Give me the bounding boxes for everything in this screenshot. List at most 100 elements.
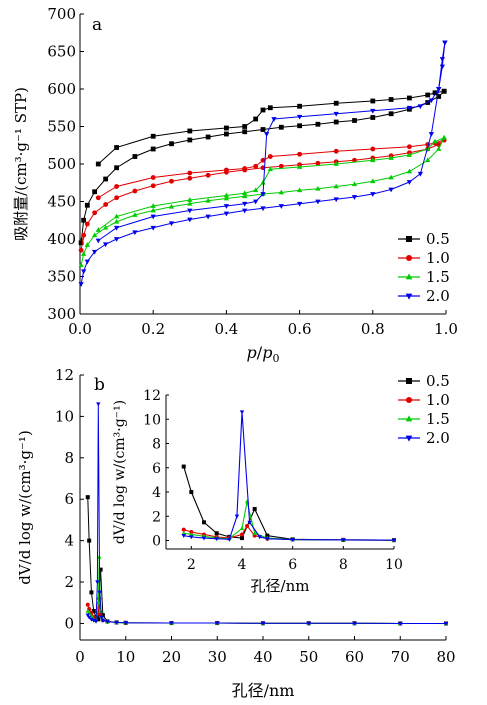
- panel-b-data-point: [114, 620, 119, 625]
- panel-a-data-point: [102, 224, 109, 230]
- panel-a-data-point: [150, 175, 156, 180]
- panel-a-legend-marker: [406, 255, 412, 261]
- panel-a-data-point: [260, 157, 266, 163]
- panel-a-chart: a 300 350 400 450 500 550 600 650 700 0.0 0.2 0.4 0.…: [12, 5, 458, 365]
- panel-b-x-tick-label: 80: [436, 648, 455, 666]
- panel-a-data-point: [296, 187, 303, 193]
- panel-a-data-point: [439, 64, 445, 70]
- panel-a-data-point: [84, 221, 90, 227]
- panel-b-series-2.0: [85, 402, 449, 626]
- panel-a-y-tick-label: 500: [47, 155, 76, 173]
- panel-a-y-tick-label: 700: [47, 5, 76, 23]
- inset-data-point: [245, 523, 250, 528]
- panel-b-legend-marker: [405, 435, 413, 442]
- panel-b-x-tick-label: 60: [345, 648, 364, 666]
- panel-a-x-axis-label: p/p0: [247, 343, 280, 365]
- panel-a-x-tick-label: 0.0: [68, 320, 92, 338]
- panel-a-data-point: [78, 240, 84, 246]
- inset-data-point: [202, 520, 206, 525]
- panel-b-legend-marker: [406, 378, 412, 384]
- panel-a-data-point: [205, 197, 211, 203]
- panel-b-data-point: [97, 590, 102, 595]
- panel-a-data-point: [150, 207, 156, 213]
- panel-b-x-tick-label: 0: [75, 648, 85, 666]
- panel-a-data-point: [253, 187, 259, 193]
- panel-a-data-point: [388, 155, 394, 160]
- inset-data-point: [181, 530, 186, 535]
- panel-a-data-point: [242, 208, 248, 214]
- inset-y-axis-label: dV/d log w/(cm³·g⁻¹): [112, 400, 128, 544]
- panel-a-data-point: [370, 115, 376, 120]
- inset-data-point: [341, 538, 346, 543]
- inset-data-point: [214, 531, 219, 536]
- panel-a-data-point: [95, 238, 101, 244]
- panel-a-data-point: [78, 247, 84, 253]
- panel-a-data-point: [264, 132, 270, 137]
- panel-b-legend-label: 1.5: [426, 410, 450, 428]
- inset-y-tick-label: 6: [152, 461, 161, 477]
- panel-b-y-tick-label: 0: [64, 614, 74, 632]
- panel-a-data-point: [370, 98, 376, 104]
- panel-b-x-tick-label: 10: [116, 648, 135, 666]
- panel-b-y-tick-label: 8: [64, 449, 74, 467]
- inset-data-point: [189, 532, 194, 537]
- panel-a-y-tick-label: 550: [47, 118, 76, 136]
- panel-a-data-point: [315, 199, 321, 205]
- inset-data-point: [265, 537, 270, 542]
- panel-a-y-tick-label: 400: [47, 230, 76, 248]
- panel-a-data-point: [388, 97, 394, 102]
- panel-a-data-point: [407, 95, 412, 101]
- panel-a-x-tick-label: 1.0: [434, 320, 458, 338]
- panel-b-data-point: [443, 621, 449, 626]
- panel-a-data-point: [242, 193, 248, 199]
- panel-a-data-point: [242, 166, 248, 171]
- panel-a-y-tick-label: 350: [47, 268, 76, 286]
- panel-a-data-point: [333, 148, 339, 154]
- panel-a-data-point: [205, 134, 211, 140]
- panel-a-data-point: [370, 192, 376, 197]
- panel-a-data-point: [297, 151, 302, 157]
- panel-a-y-tick-label: 300: [47, 305, 76, 323]
- panel-a-legend-label: 1.0: [426, 249, 450, 267]
- panel-a-data-point: [333, 183, 339, 189]
- panel-a-data-point: [278, 124, 284, 130]
- panel-a-data-point: [150, 225, 156, 231]
- panel-a-data-point: [442, 40, 448, 46]
- panel-a-data-point: [260, 192, 266, 197]
- panel-a-adsorption-line: [80, 42, 446, 285]
- panel-a-data-point: [103, 202, 109, 207]
- panel-a-data-point: [78, 262, 84, 268]
- inset-series-2.0: [181, 410, 397, 543]
- panel-a-data-point: [267, 166, 273, 172]
- panel-a-legend-marker: [405, 293, 413, 300]
- panel-b-legend-label: 1.0: [426, 391, 450, 409]
- panel-a-data-point: [406, 180, 413, 185]
- panel-a-data-point: [114, 195, 119, 201]
- panel-a-y-axis-label: 吸附量/(cm³·g⁻¹ STP): [12, 87, 30, 241]
- panel-a-data-point: [187, 200, 193, 206]
- panel-b-data-point: [98, 567, 103, 572]
- panel-a-data-point: [352, 118, 357, 123]
- panel-b-y-tick-label: 10: [55, 407, 74, 425]
- panel-a-data-point: [223, 204, 230, 209]
- panel-a-data-point: [242, 124, 248, 129]
- panel-b-data-point: [96, 617, 101, 622]
- panel-a-data-point: [253, 199, 259, 205]
- panel-a-y-tick-label: 450: [47, 193, 76, 211]
- inset-data-point: [391, 538, 397, 543]
- panel-a-data-point: [406, 152, 413, 157]
- panel-a-data-point: [84, 259, 90, 265]
- panel-a-data-point: [92, 249, 98, 255]
- inset-data-point: [252, 506, 257, 511]
- inset-background: [166, 395, 394, 549]
- panel-a-series-2.0: [78, 40, 448, 287]
- panel-a-data-point: [84, 202, 90, 208]
- panel-a-data-point: [187, 208, 193, 214]
- panel-a-data-point: [278, 204, 284, 209]
- inset-data-point: [240, 532, 244, 537]
- panel-a-data-point: [132, 230, 138, 236]
- panel-a-data-point: [81, 251, 87, 256]
- panel-a-data-point: [333, 100, 339, 106]
- panel-b-series-1.0: [85, 596, 448, 626]
